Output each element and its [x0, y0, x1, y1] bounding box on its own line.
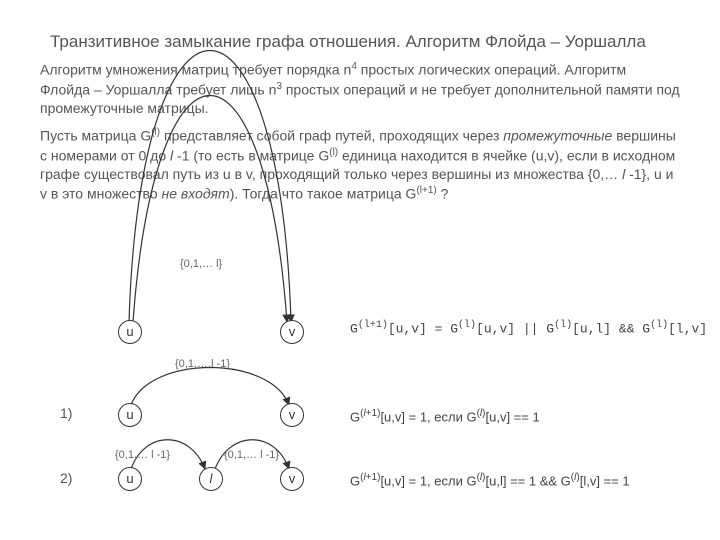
node-v-2: v [280, 467, 304, 491]
case-2-label: 2) [60, 470, 72, 486]
para2-sup3: (l+1) [416, 185, 436, 196]
set-label-top: {0,1,… l} [180, 258, 222, 270]
node-v-0: v [280, 320, 304, 344]
set-label-br: {0,1,… l -1} [224, 449, 279, 461]
node-u-2: u [118, 467, 142, 491]
node-l-2: l [199, 467, 223, 491]
para2-e: ). Тогда что такое матрица G [230, 186, 417, 202]
page-title: Транзитивное замыкание графа отношения. … [50, 32, 646, 52]
paragraph-2: Пусть матрица G(l) представляет собой гр… [40, 126, 680, 204]
para2-lm1: l [170, 147, 177, 163]
formula-case-2: G(l+1)[u,v] = 1, если G(l)[u,l] == 1 && … [350, 472, 630, 488]
formula-case-1: G(l+1)[u,v] = 1, если G(l)[u,v] == 1 [350, 408, 540, 424]
set-label-bl: {0,1,… l -1} [115, 449, 170, 461]
para2-em2: не входят [162, 186, 230, 202]
para2-sup1: (l) [151, 127, 160, 138]
para2-em1: промежуточные [503, 128, 612, 144]
node-u-1: u [118, 403, 142, 427]
para2-lm2: l [622, 166, 629, 182]
para2-a: Пусть матрица G [40, 128, 151, 144]
node-v-1: v [280, 403, 304, 427]
para2-sup2: (l) [329, 147, 338, 158]
para2-f: ? [437, 186, 449, 202]
para2-c2: -1 (то есть в матрице G [177, 147, 329, 163]
para1-a: Алгоритм умножения матриц требует порядк… [40, 62, 351, 78]
formula-main: G(l+1)[u,v] = G(l)[u,v] || G(l)[u,l] && … [350, 320, 707, 336]
node-u-0: u [118, 320, 142, 344]
paragraph-1: Алгоритм умножения матриц требует порядк… [40, 60, 680, 118]
set-label-mid: {0,1,…,l -1} [175, 358, 230, 370]
case-1-label: 1) [60, 405, 72, 421]
para2-b: представляет собой граф путей, проходящи… [160, 128, 503, 144]
